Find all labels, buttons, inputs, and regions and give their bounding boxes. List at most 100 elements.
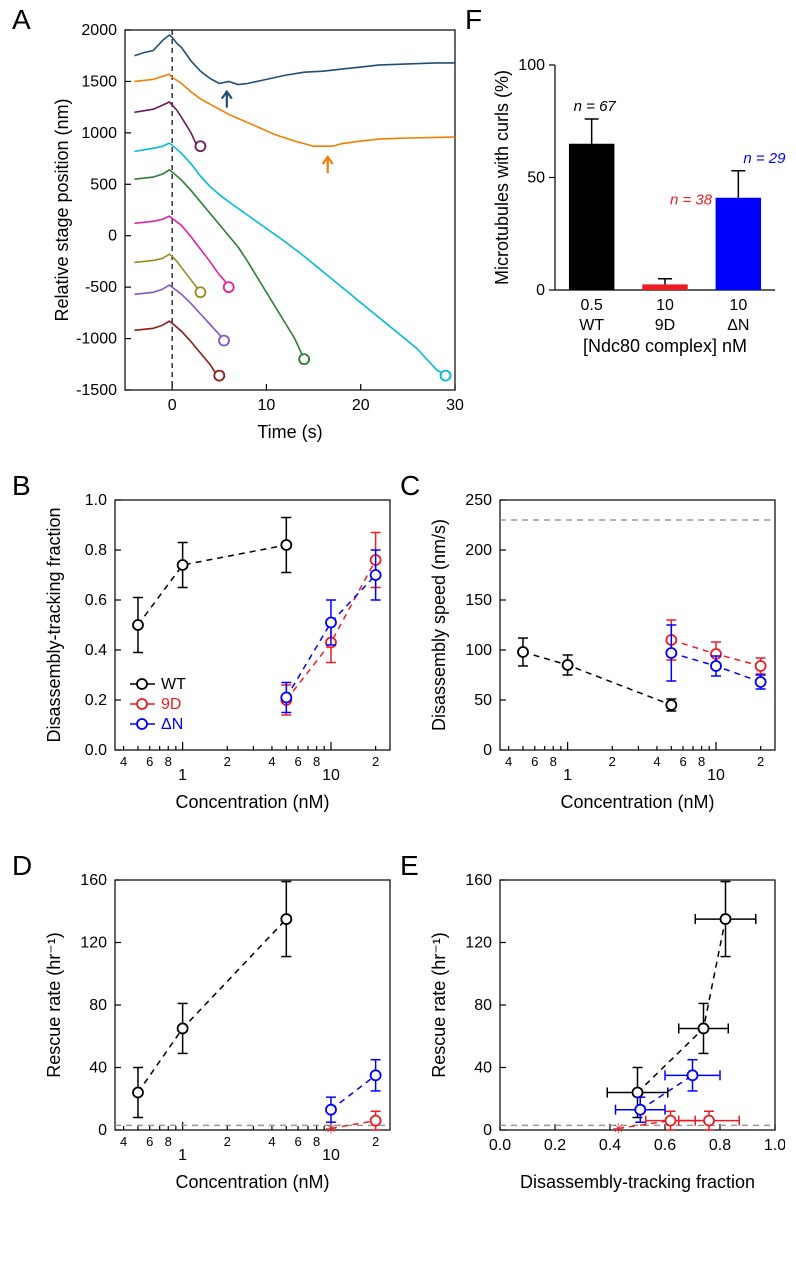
svg-text:0.2: 0.2 <box>85 692 107 709</box>
svg-text:2: 2 <box>372 1134 379 1149</box>
panel-a: 0 10 20 30 -1500 -1000 -500 0 500 1000 1500 2000 Tim… <box>50 20 470 450</box>
svg-text:WT: WT <box>161 676 186 693</box>
svg-text:0.6: 0.6 <box>85 592 107 609</box>
svg-text:200: 200 <box>465 542 492 559</box>
svg-text:2000: 2000 <box>81 22 117 39</box>
svg-text:4: 4 <box>505 754 512 769</box>
svg-text:4: 4 <box>268 1134 275 1149</box>
svg-text:Rescue rate (hr⁻¹): Rescue rate (hr⁻¹) <box>429 932 449 1078</box>
svg-text:6: 6 <box>294 754 301 769</box>
svg-text:Microtubules with curls (%): Microtubules with curls (%) <box>492 70 512 285</box>
svg-text:1.0: 1.0 <box>85 492 107 509</box>
svg-text:8: 8 <box>698 754 705 769</box>
panel-e: 0.00.20.40.60.81.004080120160Disassembly… <box>425 870 785 1200</box>
svg-text:Disassembly-tracking fraction: Disassembly-tracking fraction <box>44 507 64 742</box>
svg-text:1000: 1000 <box>81 125 117 142</box>
svg-text:9D: 9D <box>655 317 675 334</box>
svg-text:ΔN: ΔN <box>727 317 749 334</box>
svg-text:8: 8 <box>313 754 320 769</box>
svg-text:-1000: -1000 <box>76 331 117 348</box>
svg-text:20: 20 <box>352 397 370 414</box>
svg-text:0.8: 0.8 <box>85 542 107 559</box>
svg-text:Concentration (nM): Concentration (nM) <box>175 792 329 812</box>
svg-text:160: 160 <box>465 872 492 889</box>
panel-b: 0.00.20.40.60.81.011046824682Concentrati… <box>40 490 400 820</box>
svg-text:0: 0 <box>536 282 545 299</box>
svg-text:10: 10 <box>322 767 340 784</box>
svg-text:250: 250 <box>465 492 492 509</box>
svg-text:Disassembly-tracking fraction: Disassembly-tracking fraction <box>520 1172 755 1192</box>
svg-text:Time (s): Time (s) <box>257 422 322 442</box>
svg-text:100: 100 <box>465 642 492 659</box>
svg-text:0: 0 <box>483 742 492 759</box>
svg-text:2: 2 <box>224 754 231 769</box>
svg-text:1: 1 <box>178 767 187 784</box>
panel-a-label: A <box>12 4 31 36</box>
svg-text:1500: 1500 <box>81 73 117 90</box>
svg-text:150: 150 <box>465 592 492 609</box>
svg-text:n = 29: n = 29 <box>743 150 786 167</box>
svg-text:0: 0 <box>168 397 177 414</box>
panel-d: 0408012016011046824682Concentration (nM)… <box>40 870 400 1200</box>
svg-text:10: 10 <box>707 767 725 784</box>
panel-d-label: D <box>12 850 32 882</box>
svg-text:0.0: 0.0 <box>85 742 107 759</box>
svg-text:0.4: 0.4 <box>599 1137 621 1154</box>
svg-text:8: 8 <box>165 754 172 769</box>
panel-e-label: E <box>400 850 419 882</box>
svg-text:30: 30 <box>446 397 464 414</box>
svg-text:0: 0 <box>108 228 117 245</box>
svg-text:Rescue rate (hr⁻¹): Rescue rate (hr⁻¹) <box>44 932 64 1078</box>
panel-f: 0 50 100 Microtubules with curls (%) 0.5 WT n … <box>490 50 790 380</box>
svg-text:WT: WT <box>579 317 604 334</box>
svg-text:[Ndc80 complex] nM: [Ndc80 complex] nM <box>583 336 747 356</box>
svg-text:-1500: -1500 <box>76 382 117 399</box>
svg-text:0.5: 0.5 <box>581 297 603 314</box>
svg-text:4: 4 <box>653 754 660 769</box>
svg-text:9D: 9D <box>161 696 181 713</box>
panel-b-label: B <box>12 470 31 502</box>
svg-text:100: 100 <box>518 57 545 74</box>
svg-text:Concentration (nM): Concentration (nM) <box>560 792 714 812</box>
svg-text:2: 2 <box>224 1134 231 1149</box>
svg-text:ΔN: ΔN <box>161 716 183 733</box>
svg-text:1: 1 <box>563 767 572 784</box>
svg-text:10: 10 <box>322 1147 340 1164</box>
panel-f-label: F <box>465 4 482 36</box>
svg-text:40: 40 <box>474 1060 492 1077</box>
svg-text:10: 10 <box>729 297 747 314</box>
svg-text:120: 120 <box>80 935 107 952</box>
svg-text:6: 6 <box>679 754 686 769</box>
panel-c-label: C <box>400 470 420 502</box>
svg-text:6: 6 <box>531 754 538 769</box>
svg-text:6: 6 <box>294 1134 301 1149</box>
svg-text:Concentration (nM): Concentration (nM) <box>175 1172 329 1192</box>
svg-text:0.8: 0.8 <box>709 1137 731 1154</box>
svg-text:8: 8 <box>550 754 557 769</box>
svg-text:120: 120 <box>465 935 492 952</box>
svg-text:0.0: 0.0 <box>489 1137 511 1154</box>
svg-text:8: 8 <box>313 1134 320 1149</box>
svg-text:50: 50 <box>474 692 492 709</box>
svg-text:80: 80 <box>89 997 107 1014</box>
svg-text:50: 50 <box>527 170 545 187</box>
svg-text:0: 0 <box>98 1122 107 1139</box>
svg-text:160: 160 <box>80 872 107 889</box>
svg-text:40: 40 <box>89 1060 107 1077</box>
svg-text:500: 500 <box>90 176 117 193</box>
svg-text:-500: -500 <box>85 279 117 296</box>
svg-text:4: 4 <box>120 754 127 769</box>
svg-text:4: 4 <box>120 1134 127 1149</box>
svg-text:2: 2 <box>372 754 379 769</box>
panel-c: 05010015020025011046824682Concentration … <box>425 490 785 820</box>
svg-text:10: 10 <box>258 397 276 414</box>
svg-text:✳: ✳ <box>612 1120 624 1136</box>
svg-text:n = 67: n = 67 <box>574 98 617 115</box>
svg-text:0: 0 <box>483 1122 492 1139</box>
svg-text:n = 38: n = 38 <box>670 192 713 209</box>
svg-text:Disassembly speed (nm/s): Disassembly speed (nm/s) <box>429 519 449 731</box>
svg-text:10: 10 <box>656 297 674 314</box>
svg-text:0.2: 0.2 <box>544 1137 566 1154</box>
svg-text:Relative stage position (nm): Relative stage position (nm) <box>52 98 72 321</box>
svg-text:6: 6 <box>146 754 153 769</box>
